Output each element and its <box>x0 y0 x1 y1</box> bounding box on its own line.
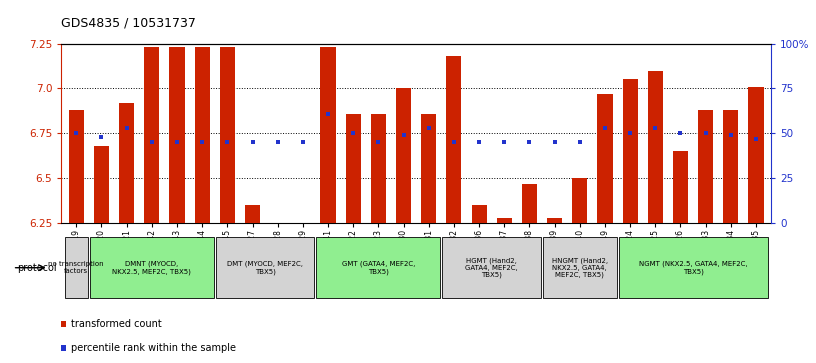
Bar <box>572 178 588 223</box>
Bar <box>220 47 235 223</box>
Text: NGMT (NKX2.5, GATA4, MEF2C,
TBX5): NGMT (NKX2.5, GATA4, MEF2C, TBX5) <box>639 261 747 275</box>
Bar <box>245 205 260 223</box>
Text: GDS4835 / 10531737: GDS4835 / 10531737 <box>61 16 196 29</box>
Bar <box>673 151 688 223</box>
Bar <box>497 218 512 223</box>
Bar <box>442 237 541 298</box>
Bar <box>94 146 109 223</box>
Bar <box>64 237 88 298</box>
Bar <box>396 89 411 223</box>
Text: HGMT (Hand2,
GATA4, MEF2C,
TBX5): HGMT (Hand2, GATA4, MEF2C, TBX5) <box>465 257 518 278</box>
Bar <box>648 70 663 223</box>
Text: DMT (MYOCD, MEF2C,
TBX5): DMT (MYOCD, MEF2C, TBX5) <box>227 261 303 275</box>
Bar <box>421 114 437 223</box>
Bar <box>90 237 214 298</box>
Bar <box>597 94 613 223</box>
Bar <box>119 103 134 223</box>
Bar <box>69 110 84 223</box>
Bar <box>446 56 462 223</box>
Text: no transcription
factors: no transcription factors <box>48 261 104 274</box>
Bar <box>543 237 617 298</box>
Bar <box>317 237 441 298</box>
Text: percentile rank within the sample: percentile rank within the sample <box>71 343 236 353</box>
Bar <box>547 218 562 223</box>
Bar <box>321 47 335 223</box>
Bar <box>170 47 184 223</box>
Text: DMNT (MYOCD,
NKX2.5, MEF2C, TBX5): DMNT (MYOCD, NKX2.5, MEF2C, TBX5) <box>113 261 191 275</box>
Bar <box>346 114 361 223</box>
Text: protocol: protocol <box>17 263 57 273</box>
Text: GMT (GATA4, MEF2C,
TBX5): GMT (GATA4, MEF2C, TBX5) <box>342 261 415 275</box>
Bar <box>215 237 314 298</box>
Bar <box>748 87 764 223</box>
Bar <box>723 110 738 223</box>
Bar <box>195 47 210 223</box>
Bar <box>619 237 768 298</box>
Bar <box>698 110 713 223</box>
Text: transformed count: transformed count <box>71 319 162 329</box>
Bar <box>144 47 159 223</box>
Bar <box>472 205 486 223</box>
Bar <box>370 114 386 223</box>
Bar <box>623 79 637 223</box>
Bar <box>522 184 537 223</box>
Text: HNGMT (Hand2,
NKX2.5, GATA4,
MEF2C, TBX5): HNGMT (Hand2, NKX2.5, GATA4, MEF2C, TBX5… <box>552 257 608 278</box>
